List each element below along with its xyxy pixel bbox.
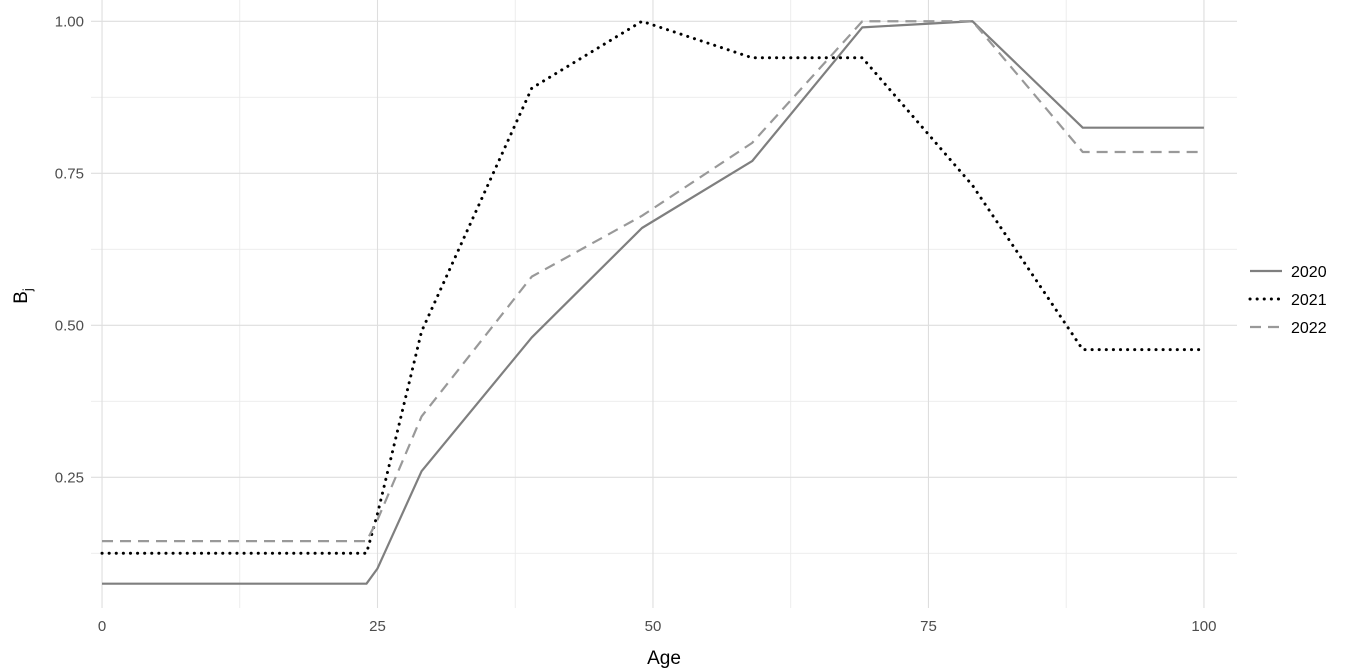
y-tick-label: 1.00: [55, 13, 84, 30]
legend-label-2021: 2021: [1291, 292, 1327, 309]
y-axis-label-subscript: j: [20, 288, 35, 292]
x-tick-label: 0: [98, 618, 106, 635]
x-tick-label: 75: [920, 618, 937, 635]
x-axis-label: Age: [647, 648, 681, 669]
series-line-2022: [102, 20, 1204, 543]
x-tick-label: 50: [645, 618, 662, 635]
y-tick-label: 0.75: [55, 165, 84, 182]
legend-label-2022: 2022: [1291, 320, 1327, 337]
x-tick-label: 25: [369, 618, 386, 635]
legend-label-2020: 2020: [1291, 264, 1327, 281]
y-axis-ticks: 0.25 0.50 0.75 1.00: [55, 13, 84, 486]
x-tick-label: 100: [1191, 618, 1216, 635]
legend: 2020 2021 2022: [1248, 264, 1327, 337]
y-axis-label-main: B: [11, 291, 32, 304]
series-line-2020: [102, 20, 1204, 585]
series-lines: [100, 19, 1206, 585]
y-axis-label: Bj: [11, 288, 35, 304]
x-axis-ticks: 0 25 50 75 100: [98, 618, 1217, 635]
y-tick-label: 0.25: [55, 469, 84, 486]
gridlines: [91, 0, 1237, 608]
y-tick-label: 0.50: [55, 317, 84, 334]
